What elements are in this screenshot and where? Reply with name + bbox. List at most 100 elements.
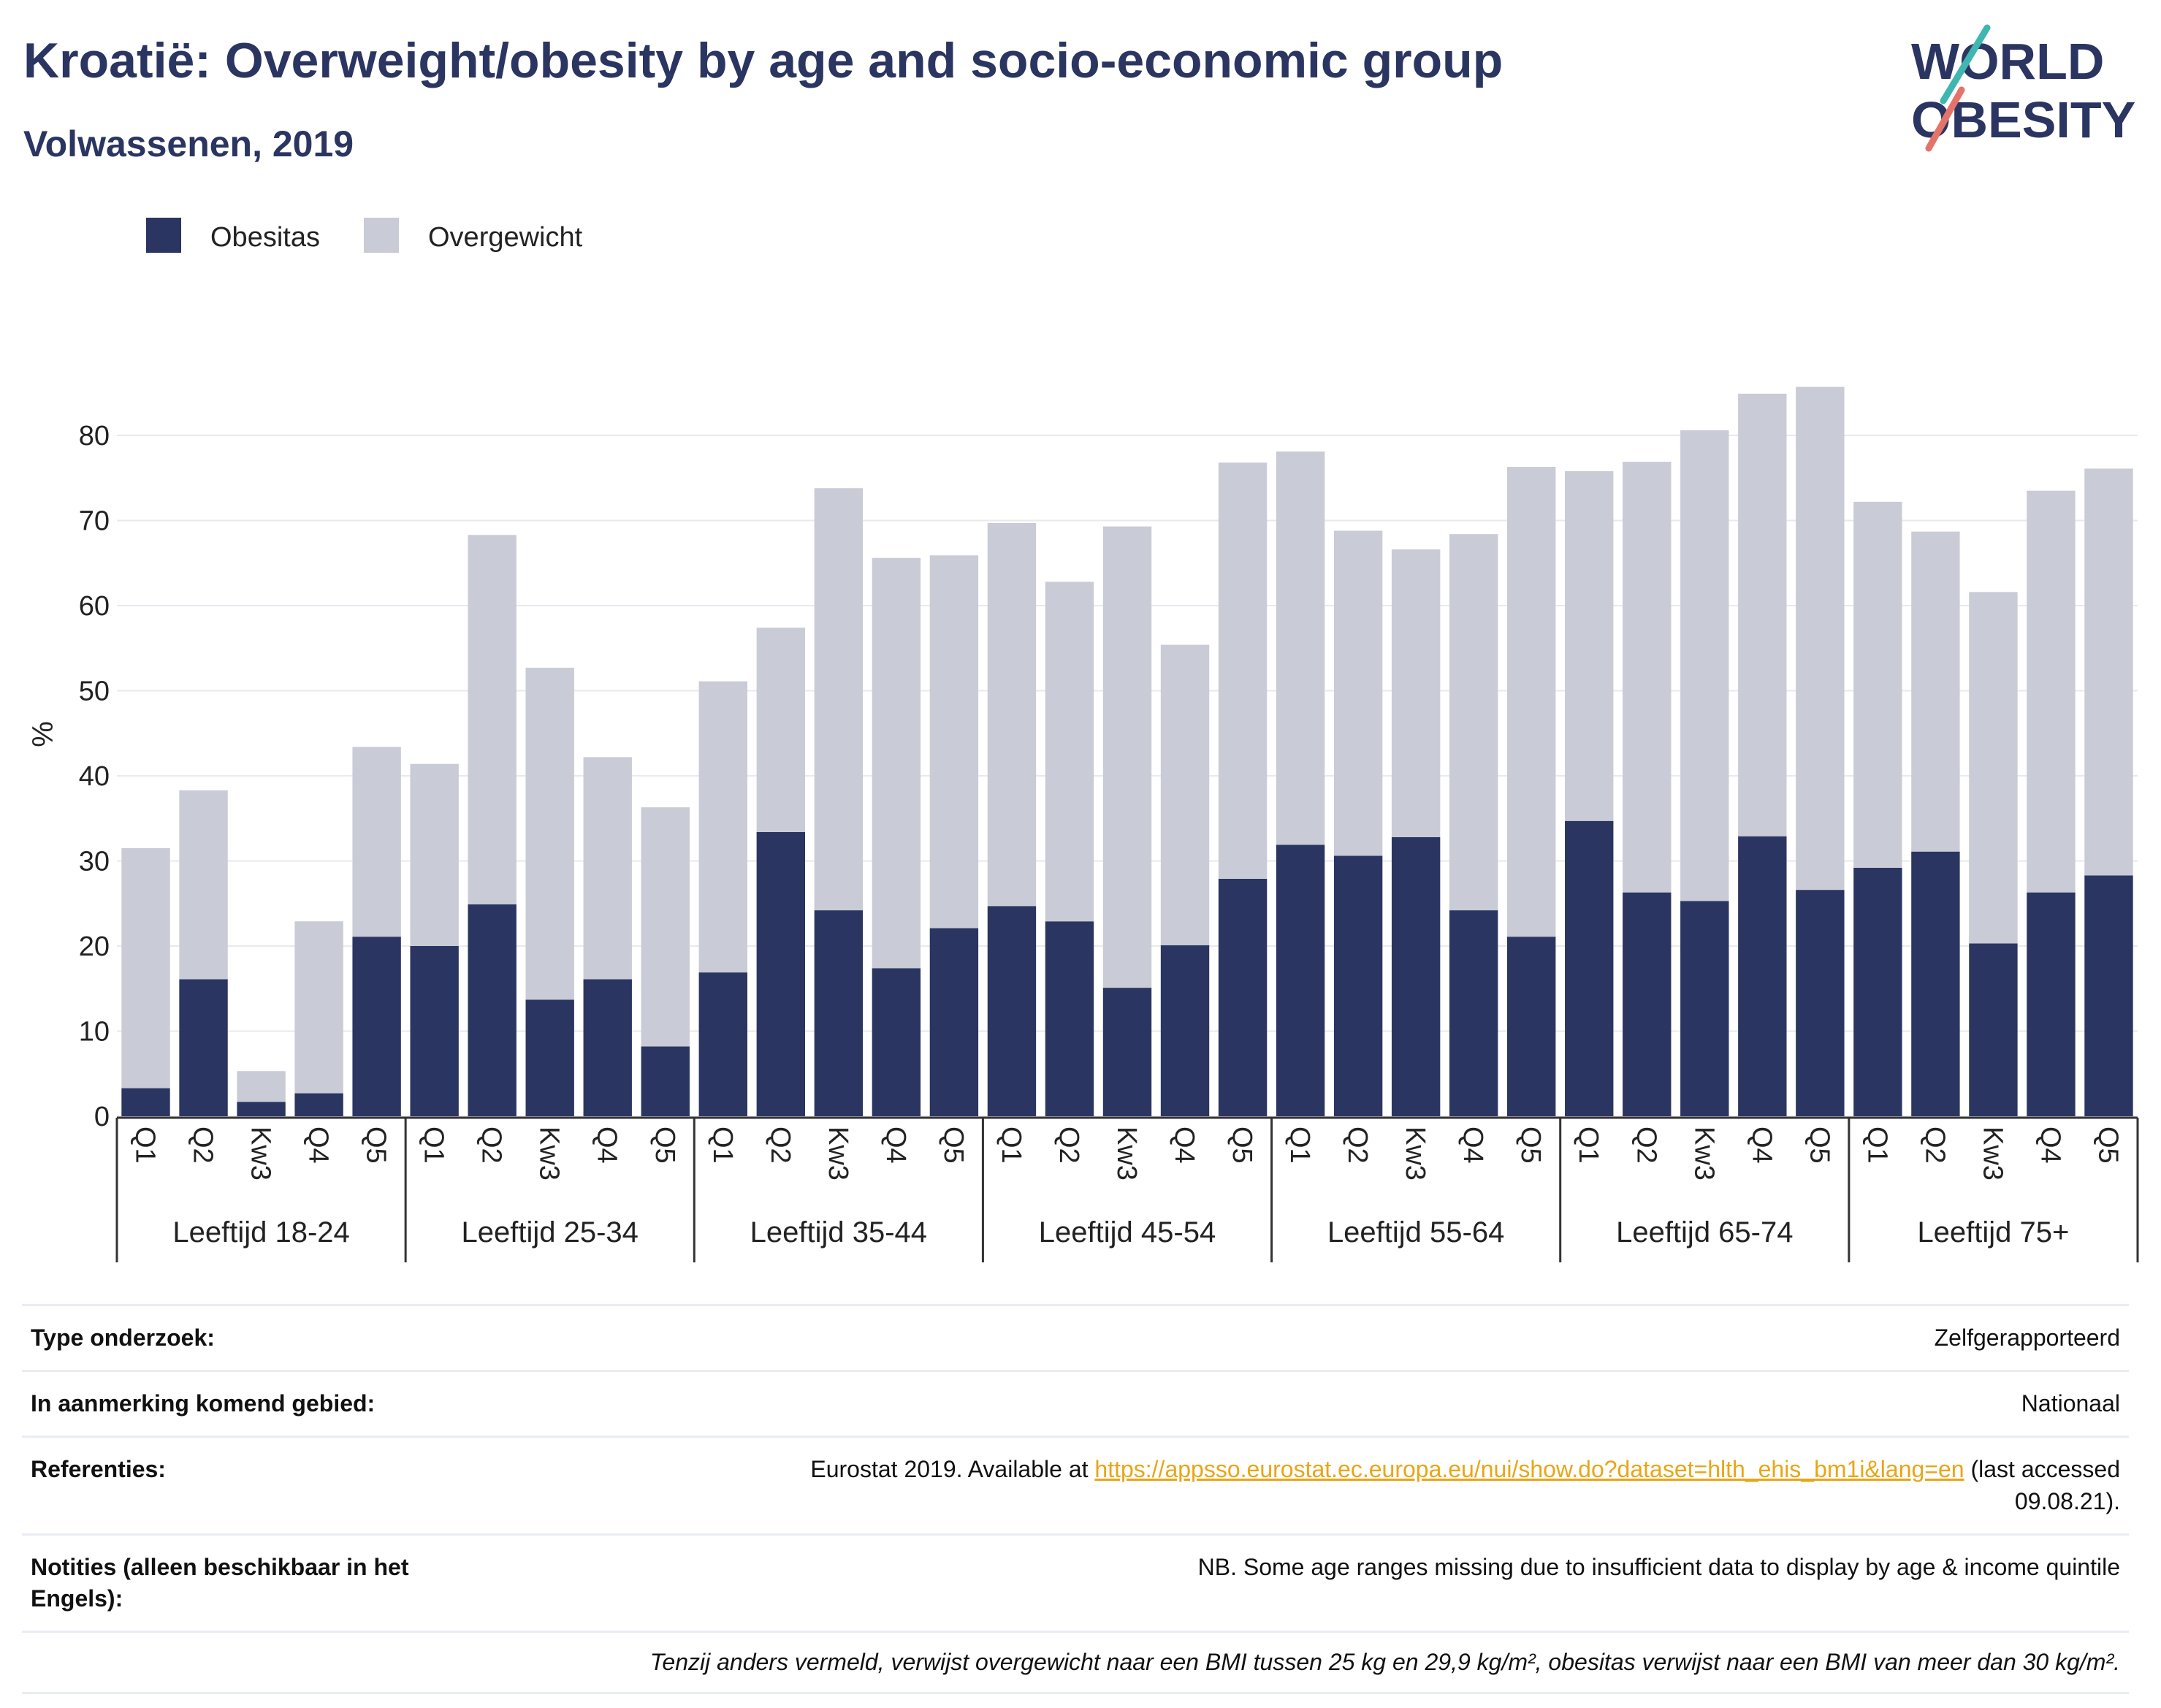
bar-obesitas[interactable]	[872, 968, 921, 1116]
bar-overgewicht[interactable]	[525, 668, 574, 1000]
bar-obesitas[interactable]	[1391, 836, 1441, 1116]
meta-label: Referenties:	[31, 1456, 166, 1483]
bar-overgewicht[interactable]	[410, 763, 459, 946]
meta-row-survey-type: Type onderzoek: Zelfgerapporteerd	[22, 1304, 2129, 1370]
bar-obesitas[interactable]	[294, 1093, 343, 1116]
bar-obesitas[interactable]	[1333, 855, 1383, 1116]
legend-item-overgewicht[interactable]: Overgewicht	[364, 218, 583, 253]
bar-obesitas[interactable]	[1218, 878, 1268, 1116]
bar-overgewicht[interactable]	[814, 488, 864, 911]
x-tick-label: Kw3	[1977, 1126, 2008, 1181]
bar-overgewicht[interactable]	[1218, 462, 1268, 879]
bar-overgewicht[interactable]	[1102, 526, 1152, 988]
bar-overgewicht[interactable]	[352, 747, 401, 937]
bar-obesitas[interactable]	[1160, 945, 1210, 1116]
bar-obesitas[interactable]	[1796, 890, 1845, 1116]
meta-value: Zelfgerapporteerd	[1934, 1324, 2120, 1351]
bar-overgewicht[interactable]	[1738, 393, 1787, 836]
x-tick-label: Q1	[1861, 1126, 1892, 1164]
x-tick-label: Q1	[130, 1126, 161, 1164]
bar-overgewicht[interactable]	[1045, 582, 1094, 922]
bar-overgewicht[interactable]	[756, 628, 806, 832]
bar-obesitas[interactable]	[583, 979, 632, 1116]
bar-obesitas[interactable]	[1276, 845, 1325, 1116]
bar-overgewicht[interactable]	[1911, 531, 1960, 852]
bar-overgewicht[interactable]	[929, 555, 979, 929]
bar-obesitas[interactable]	[179, 979, 228, 1116]
bar-obesitas[interactable]	[641, 1046, 690, 1116]
bar-obesitas[interactable]	[1507, 937, 1556, 1116]
bar-overgewicht[interactable]	[872, 557, 921, 969]
y-tick-label: 60	[79, 591, 110, 622]
bar-overgewicht[interactable]	[121, 848, 170, 1089]
x-tick-label: Q5	[649, 1126, 680, 1164]
bar-obesitas[interactable]	[2027, 892, 2076, 1116]
bar-obesitas[interactable]	[352, 937, 401, 1116]
bar-overgewicht[interactable]	[1276, 451, 1325, 845]
bar-obesitas[interactable]	[1565, 820, 1614, 1116]
bar-overgewicht[interactable]	[641, 807, 690, 1047]
bar-obesitas[interactable]	[1623, 892, 1672, 1116]
metadata-table: Type onderzoek: Zelfgerapporteerd In aan…	[22, 1304, 2129, 1695]
bar-overgewicht[interactable]	[294, 921, 343, 1094]
bar-obesitas[interactable]	[1449, 910, 1498, 1116]
world-obesity-logo: WORLD OBESITY	[1911, 24, 2135, 152]
x-tick-label: Q2	[188, 1126, 218, 1164]
group-label: Leeftijd 45-54	[1039, 1216, 1216, 1248]
bar-overgewicht[interactable]	[1969, 592, 2018, 944]
bar-obesitas[interactable]	[929, 928, 979, 1116]
bar-overgewicht[interactable]	[1853, 501, 1902, 868]
bar-obesitas[interactable]	[1853, 867, 1902, 1116]
bar-obesitas[interactable]	[987, 906, 1037, 1116]
bar-obesitas[interactable]	[814, 910, 864, 1116]
x-tick-label: Q5	[938, 1126, 969, 1164]
y-tick-label: 10	[79, 1017, 110, 1048]
x-tick-label: Q1	[1284, 1126, 1315, 1164]
bar-overgewicht[interactable]	[1565, 470, 1614, 821]
bar-overgewicht[interactable]	[1391, 549, 1441, 837]
bar-overgewicht[interactable]	[1449, 534, 1498, 911]
bar-overgewicht[interactable]	[1333, 530, 1383, 856]
y-tick-label: 20	[79, 931, 110, 962]
bar-obesitas[interactable]	[2084, 875, 2133, 1116]
bar-overgewicht[interactable]	[1160, 644, 1210, 945]
bar-obesitas[interactable]	[121, 1088, 170, 1116]
bar-obesitas[interactable]	[1969, 943, 2018, 1116]
bar-overgewicht[interactable]	[698, 681, 747, 973]
reference-prefix: Eurostat 2019. Available at	[810, 1456, 1095, 1483]
bar-obesitas[interactable]	[1045, 921, 1094, 1116]
bar-obesitas[interactable]	[237, 1102, 286, 1116]
bar-obesitas[interactable]	[1102, 988, 1152, 1116]
meta-label: In aanmerking komend gebied:	[31, 1390, 376, 1417]
bar-obesitas[interactable]	[468, 904, 517, 1116]
bar-overgewicht[interactable]	[2084, 468, 2133, 876]
x-tick-label: Q5	[1804, 1126, 1834, 1164]
legend-swatch-obesitas	[146, 218, 181, 253]
bar-overgewicht[interactable]	[468, 535, 517, 904]
bar-obesitas[interactable]	[1911, 851, 1960, 1116]
bar-overgewicht[interactable]	[1796, 386, 1845, 891]
legend: Obesitas Overgewicht	[146, 218, 583, 253]
bar-overgewicht[interactable]	[179, 790, 228, 980]
bar-overgewicht[interactable]	[2027, 490, 2076, 893]
legend-item-obesitas[interactable]: Obesitas	[146, 218, 320, 253]
bar-overgewicht[interactable]	[237, 1071, 286, 1102]
y-tick-label: 40	[79, 761, 110, 792]
bar-overgewicht[interactable]	[1507, 467, 1556, 937]
x-axis: Q1 Q2 Kw3 Q4 Q5 Q1 Q2 Kw3 Q4 Q5 Q1 Q2 Kw3 Q4 Q5 Q1 Q2 Kw3…	[115, 1116, 2139, 1262]
bar-obesitas[interactable]	[1680, 901, 1729, 1116]
bar-overgewicht[interactable]	[583, 757, 632, 980]
bar-obesitas[interactable]	[525, 999, 574, 1116]
bar-obesitas[interactable]	[756, 831, 806, 1116]
bar-overgewicht[interactable]	[987, 522, 1037, 907]
bars	[121, 386, 2133, 1116]
bar-overgewicht[interactable]	[1680, 430, 1729, 901]
x-tick-label: Kw3	[245, 1126, 276, 1181]
x-tick-label: Q5	[361, 1126, 392, 1164]
bar-obesitas[interactable]	[1738, 836, 1787, 1116]
reference-link[interactable]: https://appsso.eurostat.ec.europa.eu/nui…	[1094, 1456, 1964, 1483]
bar-obesitas[interactable]	[698, 972, 747, 1116]
bar-overgewicht[interactable]	[1623, 462, 1672, 893]
x-tick-label: Q4	[880, 1126, 911, 1164]
bar-obesitas[interactable]	[410, 946, 459, 1116]
